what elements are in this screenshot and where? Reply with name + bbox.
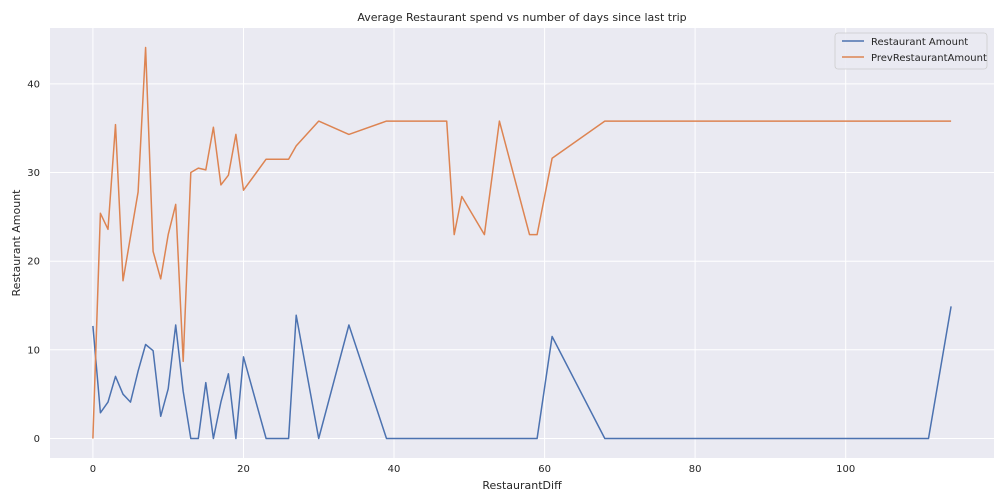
y-tick-label: 30 bbox=[27, 168, 40, 179]
x-tick-label: 0 bbox=[90, 464, 96, 475]
x-tick-label: 40 bbox=[388, 464, 401, 475]
plot-background bbox=[50, 28, 994, 458]
legend: Restaurant Amount PrevRestaurantAmount bbox=[834, 32, 988, 70]
x-axis-label: RestaurantDiff bbox=[482, 479, 562, 492]
y-axis-label: Restaurant Amount bbox=[10, 189, 23, 297]
y-tick-label: 0 bbox=[34, 434, 40, 445]
tick-labels: 0 20 40 60 80 100 0 10 20 30 40 bbox=[27, 79, 855, 475]
y-tick-label: 10 bbox=[27, 345, 40, 356]
series-line-restaurant-amount bbox=[92, 306, 952, 440]
legend-box bbox=[834, 32, 988, 70]
legend-label-restaurant-amount: Restaurant Amount bbox=[871, 37, 968, 48]
grid bbox=[50, 28, 994, 458]
legend-label-prev-restaurant-amount: PrevRestaurantAmount bbox=[871, 53, 987, 64]
series-line-prev-restaurant-amount bbox=[92, 46, 952, 439]
chart-title: Average Restaurant spend vs number of da… bbox=[357, 11, 686, 24]
series-lines bbox=[92, 46, 952, 440]
x-tick-label: 20 bbox=[237, 464, 250, 475]
x-tick-label: 100 bbox=[836, 464, 855, 475]
x-tick-label: 80 bbox=[689, 464, 702, 475]
y-tick-label: 40 bbox=[27, 79, 40, 90]
y-tick-label: 20 bbox=[27, 257, 40, 268]
x-tick-label: 60 bbox=[538, 464, 551, 475]
